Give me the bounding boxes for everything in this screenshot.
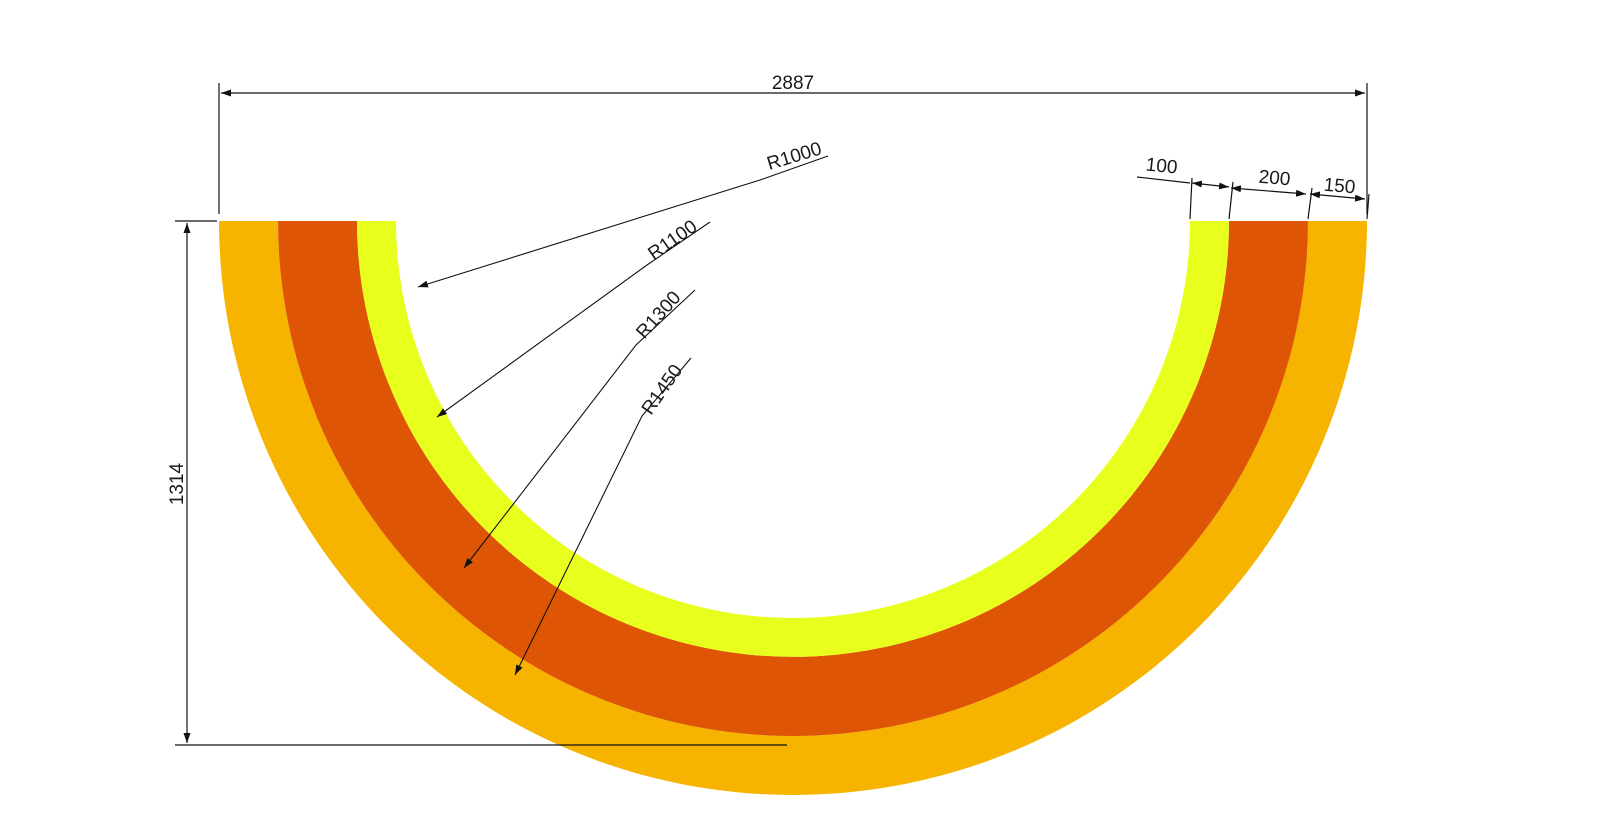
middle-band — [278, 221, 1308, 736]
radius-r1450-label: R1450 — [638, 361, 687, 419]
overall-height-dimension: 1314 — [167, 220, 787, 746]
overall-width-dimension: 2887 — [218, 73, 1368, 214]
overall-width-label: 2887 — [772, 73, 814, 94]
band-width-outer-label: 150 — [1323, 175, 1356, 199]
outer-band — [219, 221, 1367, 795]
radius-r1000-label: R1000 — [765, 139, 825, 175]
radius-r1100-label: R1100 — [644, 216, 701, 265]
band-width-middle-label: 200 — [1258, 167, 1291, 191]
radius-r1300-label: R1300 — [632, 287, 685, 343]
overall-height-label: 1314 — [167, 462, 188, 505]
radius-r1000-leader: R1000 — [417, 139, 829, 288]
band-width-inner-label: 100 — [1145, 154, 1179, 178]
band-width-dimensions: 100 200 150 — [1136, 154, 1370, 220]
